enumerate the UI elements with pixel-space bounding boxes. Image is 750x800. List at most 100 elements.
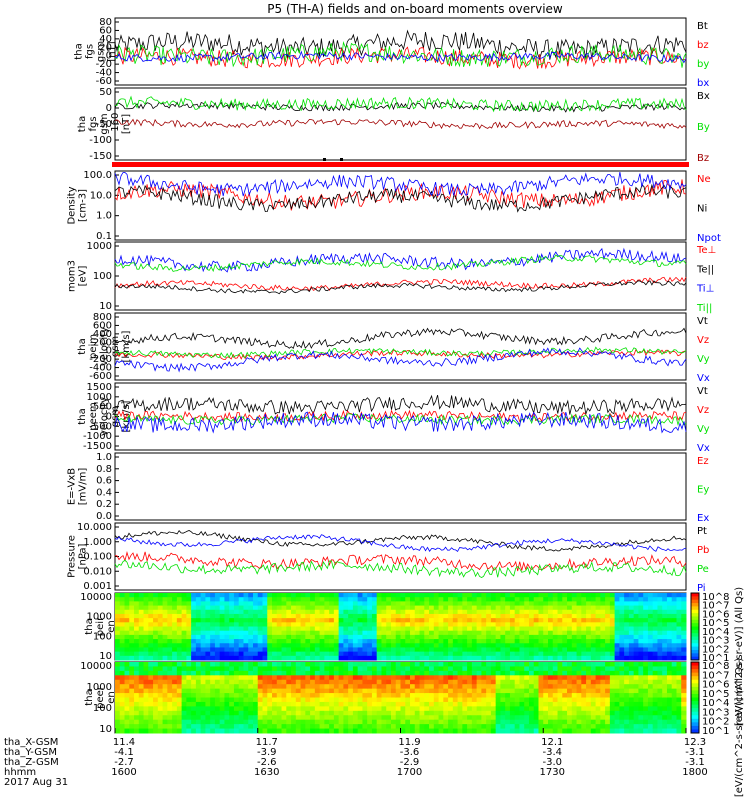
- heatmap-cell: [181, 715, 187, 721]
- heatmap-cell: [243, 643, 249, 648]
- heatmap-cell: [200, 710, 206, 716]
- heatmap-cell: [614, 609, 620, 615]
- heatmap-cell: [438, 630, 444, 636]
- heatmap-cell: [619, 613, 625, 619]
- heatmap-cell: [381, 643, 387, 648]
- heatmap-cell: [681, 710, 687, 716]
- heatmap-cell: [486, 693, 492, 698]
- heatmap-cell: [567, 643, 573, 648]
- heatmap-cell: [219, 634, 225, 640]
- heatmap-cell: [528, 593, 535, 598]
- heatmap-cell: [381, 651, 387, 657]
- heatmap-cell: [681, 701, 687, 707]
- heatmap-cell: [233, 647, 240, 653]
- heatmap-cell: [233, 626, 240, 632]
- heatmap-cell: [433, 719, 440, 725]
- heatmap-cell: [576, 728, 582, 734]
- heatmap-cell: [681, 679, 687, 685]
- heatmap-cell: [571, 639, 578, 644]
- heatmap-cell: [424, 609, 430, 615]
- heatmap-cell: [357, 697, 363, 703]
- heatmap-cell: [257, 643, 264, 648]
- heatmap-cell: [257, 701, 264, 707]
- heatmap-cell: [481, 639, 487, 644]
- heatmap-cell: [400, 724, 406, 730]
- heatmap-cell: [305, 597, 311, 602]
- heatmap-cell: [129, 593, 135, 598]
- heatmap-cell: [362, 651, 368, 657]
- heatmap-cell: [333, 605, 340, 611]
- heatmap-cell: [481, 688, 487, 694]
- heatmap-cell: [595, 719, 601, 725]
- heatmap-cell: [671, 618, 677, 623]
- heatmap-cell: [505, 651, 511, 657]
- heatmap-cell: [448, 688, 454, 694]
- heatmap-cell: [162, 634, 168, 640]
- heatmap-cell: [319, 724, 325, 730]
- heatmap-cell: [548, 719, 554, 725]
- heatmap-cell: [281, 697, 287, 703]
- heatmap-cell: [343, 622, 349, 627]
- heatmap-cell: [124, 605, 130, 611]
- heatmap-cell: [576, 593, 582, 598]
- heatmap-cell: [267, 710, 273, 716]
- heatmap-cell: [257, 601, 264, 607]
- heatmap-cell: [514, 647, 520, 653]
- heatmap-cell: [153, 613, 159, 619]
- heatmap-cell: [643, 710, 649, 716]
- heatmap-cell: [281, 622, 287, 627]
- heatmap-cell: [410, 715, 416, 721]
- heatmap-cell: [272, 701, 278, 707]
- heatmap-cell: [267, 666, 273, 672]
- heatmap-cell: [233, 688, 240, 694]
- colorbar-tick-label: 10^3: [702, 636, 729, 647]
- heatmap-cell: [624, 710, 630, 716]
- heatmap-cell: [210, 597, 216, 602]
- heatmap-cell: [557, 710, 563, 716]
- heatmap-cell: [157, 706, 164, 712]
- heatmap-cell: [324, 630, 330, 636]
- heatmap-cell: [348, 601, 354, 607]
- heatmap-cell: [433, 688, 440, 694]
- heatmap-cell: [348, 666, 354, 672]
- series-line-Vy: [114, 346, 687, 359]
- heatmap-cell: [424, 593, 430, 598]
- heatmap-cell: [191, 651, 197, 657]
- y-axis-label: Pressure[nPa]: [67, 535, 89, 578]
- heatmap-cell: [162, 626, 168, 632]
- heatmap-cell: [476, 724, 482, 730]
- heatmap-cell: [272, 626, 278, 632]
- heatmap-cell: [400, 655, 406, 661]
- heatmap-cell: [376, 655, 382, 661]
- heatmap-cell: [181, 666, 187, 672]
- heatmap-cell: [652, 706, 658, 712]
- heatmap-cell: [167, 688, 173, 694]
- heatmap-cell: [476, 593, 482, 598]
- heatmap-cell: [352, 618, 359, 623]
- heatmap-cell: [676, 647, 682, 653]
- heatmap-cell: [314, 597, 321, 602]
- heatmap-cell: [524, 666, 530, 672]
- heatmap-cell: [319, 622, 325, 627]
- heatmap-cell: [348, 670, 354, 676]
- heatmap-cell: [624, 706, 630, 712]
- heatmap-cell: [405, 593, 411, 598]
- heatmap-cell: [647, 728, 654, 734]
- heatmap-cell: [367, 613, 373, 619]
- heatmap-cell: [319, 593, 325, 598]
- heatmap-cell: [481, 715, 487, 721]
- heatmap-cell: [243, 693, 249, 698]
- colorbar-cell: [691, 629, 699, 634]
- heatmap-cell: [243, 688, 249, 694]
- heatmap-cell: [671, 697, 677, 703]
- heatmap-cell: [119, 630, 126, 636]
- heatmap-cell: [181, 609, 187, 615]
- heatmap-cell: [414, 684, 421, 690]
- y-tick-label: 10000: [80, 661, 112, 672]
- heatmap-cell: [153, 662, 159, 667]
- heatmap-cell: [552, 609, 559, 615]
- heatmap-cell: [219, 719, 225, 725]
- heatmap-cell: [395, 662, 401, 667]
- colorbar-tick-label: 10^2: [702, 717, 729, 728]
